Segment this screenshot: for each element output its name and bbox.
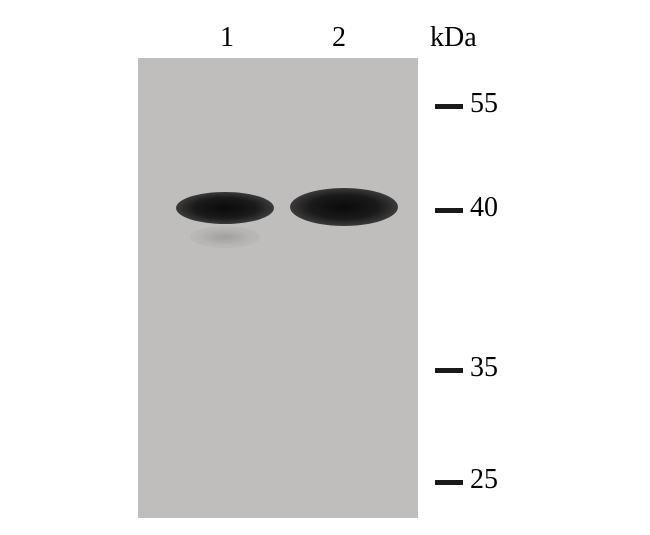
lane-label-1: 1 xyxy=(220,22,234,54)
marker-tick-55 xyxy=(435,104,463,109)
lane-label-2: 2 xyxy=(332,22,346,54)
western-blot-figure: 1 2 kDa 55 40 35 25 xyxy=(0,0,650,535)
marker-label-25: 25 xyxy=(470,464,498,496)
blot-membrane xyxy=(138,58,418,518)
marker-tick-40 xyxy=(435,208,463,213)
marker-tick-35 xyxy=(435,368,463,373)
marker-label-35: 35 xyxy=(470,352,498,384)
band-lane-1 xyxy=(176,192,274,224)
marker-tick-25 xyxy=(435,480,463,485)
marker-label-55: 55 xyxy=(470,88,498,120)
unit-label: kDa xyxy=(430,22,477,54)
smear-lane-1 xyxy=(190,226,260,248)
marker-label-40: 40 xyxy=(470,192,498,224)
band-lane-2 xyxy=(290,188,398,226)
